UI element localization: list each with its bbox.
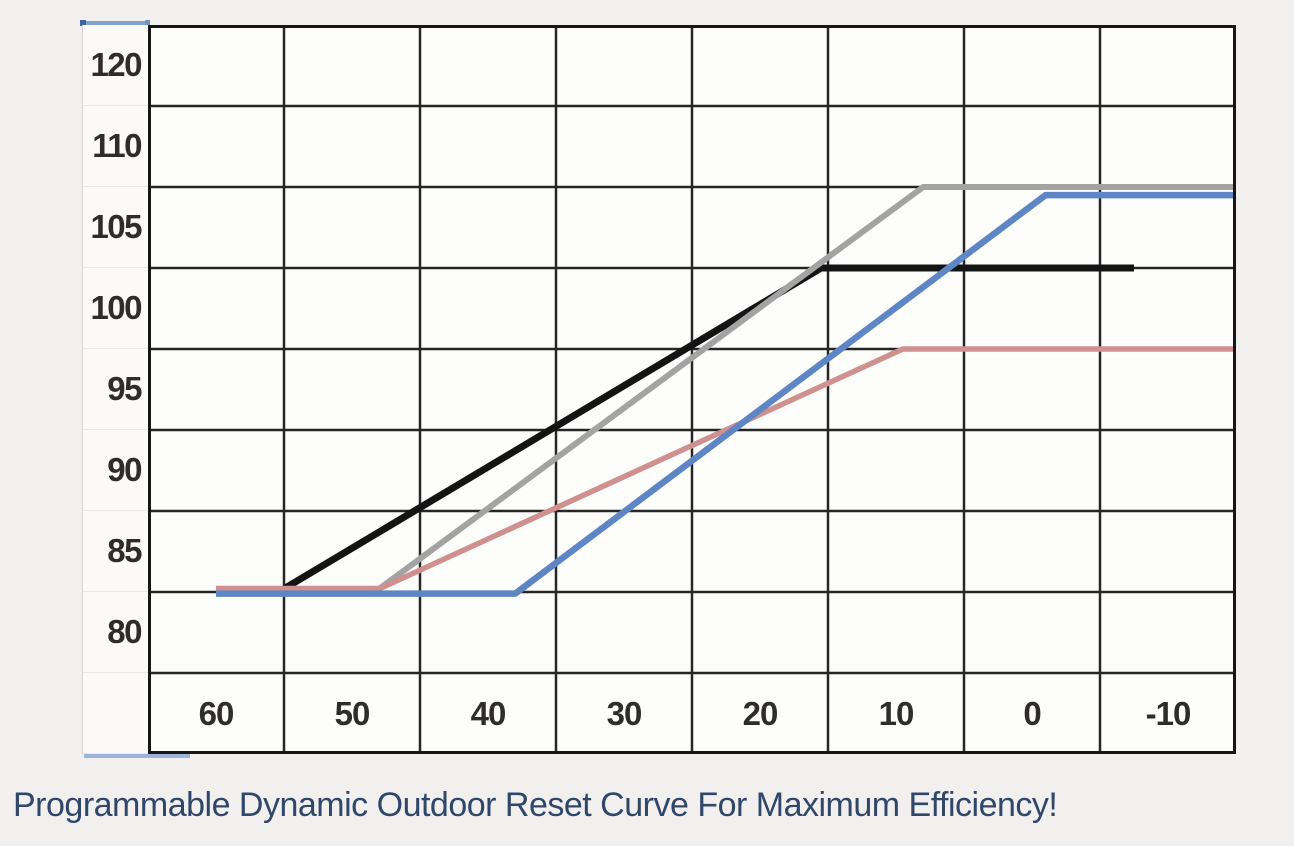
x-tick-label: 30: [606, 694, 643, 732]
y-tick-label: 95: [83, 349, 148, 430]
y-tick-label: 80: [83, 592, 148, 673]
caption: Programmable Dynamic Outdoor Reset Curve…: [13, 786, 1058, 824]
selected-cell-highlight: [80, 20, 150, 26]
y-tick-label: 120: [83, 25, 148, 106]
y-tick-label: 110: [83, 106, 148, 187]
x-axis-labels: 60 50 40 30 20 10 0 -10: [148, 673, 1236, 754]
series-line-blue-reset-curve: [216, 191, 1236, 597]
y-tick-label: 90: [83, 430, 148, 511]
y-tick-label: [83, 673, 148, 754]
series-line-black-reset-curve: [282, 264, 1134, 592]
plot-border: [148, 25, 1236, 754]
plot-area: 60 50 40 30 20 10 0 -10: [148, 25, 1236, 754]
x-tick-label: 0: [1023, 694, 1041, 732]
chart-canvas: [148, 25, 1236, 754]
series-line-pink-reset-curve: [216, 346, 1236, 592]
x-tick-label: 60: [198, 694, 235, 732]
y-tick-label: 85: [83, 511, 148, 592]
selection-strip: [84, 754, 190, 758]
x-tick-label: -10: [1145, 694, 1192, 732]
x-tick-label: 20: [742, 694, 779, 732]
x-tick-label: 10: [878, 694, 915, 732]
x-tick-label: 40: [470, 694, 507, 732]
x-tick-label: 50: [334, 694, 371, 732]
y-axis-labels: 120 110 105 100 95 90 85 80: [82, 25, 148, 754]
y-tick-label: 105: [83, 187, 148, 268]
y-tick-label: 100: [83, 268, 148, 349]
